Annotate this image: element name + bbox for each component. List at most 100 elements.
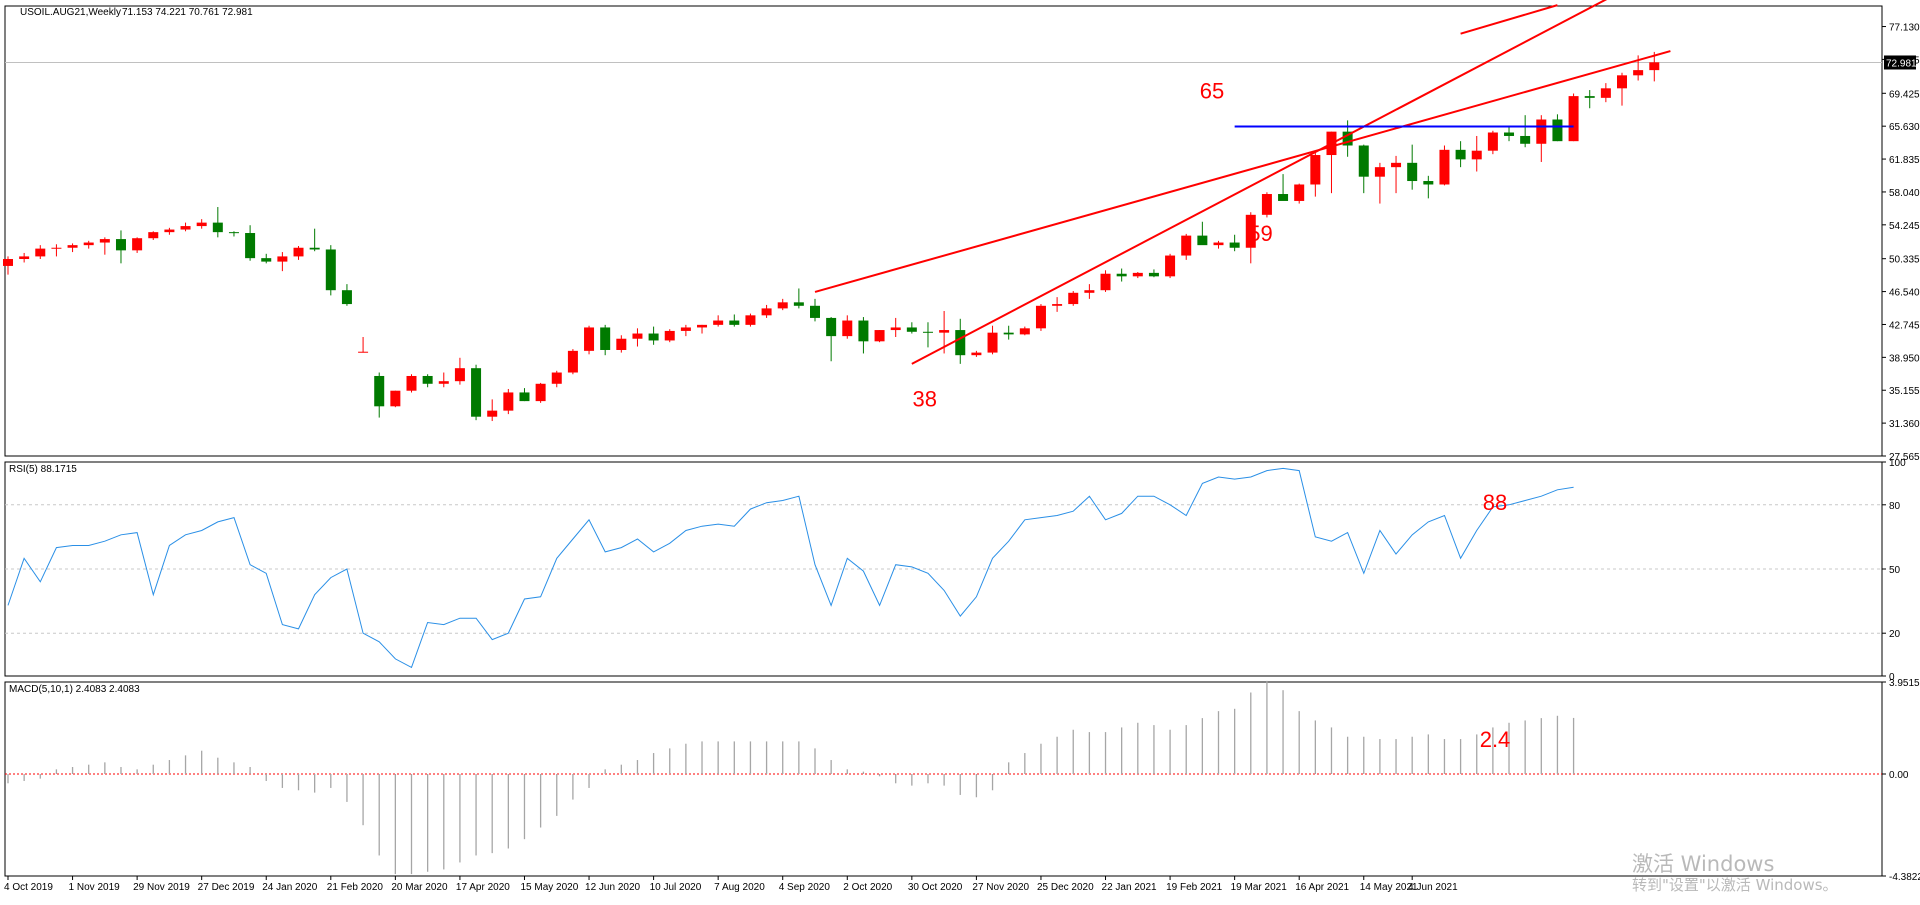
candle [1391, 155, 1402, 194]
price-axis-label: 27.565 [1889, 452, 1920, 463]
time-axis-label: 12 Jun 2020 [585, 882, 640, 893]
time-axis-label: 19 Feb 2021 [1166, 882, 1223, 893]
price-axis-label: 58.040 [1889, 188, 1920, 199]
time-axis-label: 7 Aug 2020 [714, 882, 765, 893]
candle [1439, 145, 1450, 186]
candle [761, 304, 772, 318]
candle-body [293, 247, 304, 257]
time-axis-label: 17 Apr 2020 [456, 882, 510, 893]
candle-body [584, 327, 595, 351]
candle-body [745, 315, 756, 325]
candle-body [390, 390, 401, 407]
candle-body [1536, 119, 1547, 144]
candle-body [374, 375, 385, 407]
rsi-header: RSI(5) 88.1715 [9, 464, 77, 475]
candle-body [729, 320, 740, 325]
candle [390, 390, 401, 408]
price-axis-label: 38.950 [1889, 353, 1920, 364]
candle [713, 315, 724, 327]
candle-body [987, 332, 998, 353]
candle [99, 237, 110, 255]
candle-body [567, 350, 578, 373]
activate-windows-watermark: 激活 Windows [1632, 852, 1775, 876]
candle [1003, 325, 1014, 340]
candle [697, 324, 708, 334]
candle-body [487, 410, 498, 417]
candle [1229, 234, 1240, 252]
candle-body [906, 327, 917, 332]
candle-body [148, 232, 159, 239]
price-annotation: 38 [913, 386, 937, 411]
candle-body [1003, 332, 1014, 335]
candle [1116, 268, 1127, 282]
candle-body [1633, 70, 1644, 76]
candle [1068, 291, 1079, 306]
candle [810, 298, 820, 322]
macd-axis-label: 3.9515 [1889, 678, 1920, 689]
candle-body [1407, 162, 1418, 182]
time-axis-label: 2 Oct 2020 [843, 882, 892, 893]
candle-body [245, 233, 256, 259]
candle-body [551, 372, 562, 384]
candle [341, 284, 352, 306]
candle [3, 256, 13, 275]
candle [616, 335, 627, 353]
time-axis-label: 15 May 2020 [520, 882, 578, 893]
candle-body [1052, 304, 1063, 306]
candle-body [664, 330, 675, 341]
time-axis-label: 21 Feb 2020 [327, 882, 384, 893]
price-axis-label: 61.835 [1889, 155, 1920, 166]
time-axis-label: 24 Jan 2020 [262, 882, 317, 893]
candle-body [1374, 167, 1385, 177]
macd-annotation: 2.4 [1480, 727, 1511, 752]
candle-body [1019, 328, 1030, 335]
candle [1278, 174, 1289, 201]
symbol-header: USOIL.AUG21,Weekly [20, 7, 121, 18]
candle [83, 240, 94, 249]
trend-channel-line [911, 0, 1608, 365]
candle [51, 244, 62, 257]
candle [1568, 93, 1579, 142]
time-axis-label: 27 Nov 2020 [972, 882, 1029, 893]
candle-body [51, 247, 62, 249]
price-axis-label: 65.630 [1889, 122, 1920, 133]
candle [406, 374, 417, 393]
candle-body [277, 256, 288, 262]
candle [1310, 150, 1321, 197]
candle-body [180, 226, 191, 230]
candle [228, 231, 239, 237]
candle [454, 357, 465, 385]
candle-body [955, 330, 966, 356]
candle [729, 314, 740, 327]
candle-body [358, 351, 369, 353]
candle [115, 230, 126, 264]
candle [1261, 192, 1272, 218]
candle [971, 350, 982, 357]
time-axis-label: 10 Jul 2020 [650, 882, 702, 893]
candle [551, 370, 562, 388]
candle [1649, 51, 1660, 82]
candle-body [922, 331, 933, 333]
candle-body [632, 333, 643, 339]
candle [1084, 284, 1095, 299]
price-annotation: 59 [1248, 221, 1272, 246]
candle [1132, 272, 1143, 279]
candle [1100, 270, 1111, 292]
candle-body [535, 383, 546, 402]
candle [922, 322, 933, 348]
candle [422, 374, 433, 388]
candle [245, 225, 256, 261]
candle-body [228, 232, 239, 234]
candle [309, 228, 320, 252]
candle-body [19, 256, 30, 260]
candle [438, 372, 449, 388]
rsi-axis-label: 80 [1889, 501, 1901, 512]
candle [535, 382, 546, 403]
candle [471, 364, 482, 421]
price-axis-label: 31.360 [1889, 419, 1920, 430]
candle-body [1584, 96, 1595, 98]
price-axis-label: 69.425 [1889, 89, 1920, 100]
candle [648, 326, 659, 345]
candle [1358, 144, 1369, 194]
